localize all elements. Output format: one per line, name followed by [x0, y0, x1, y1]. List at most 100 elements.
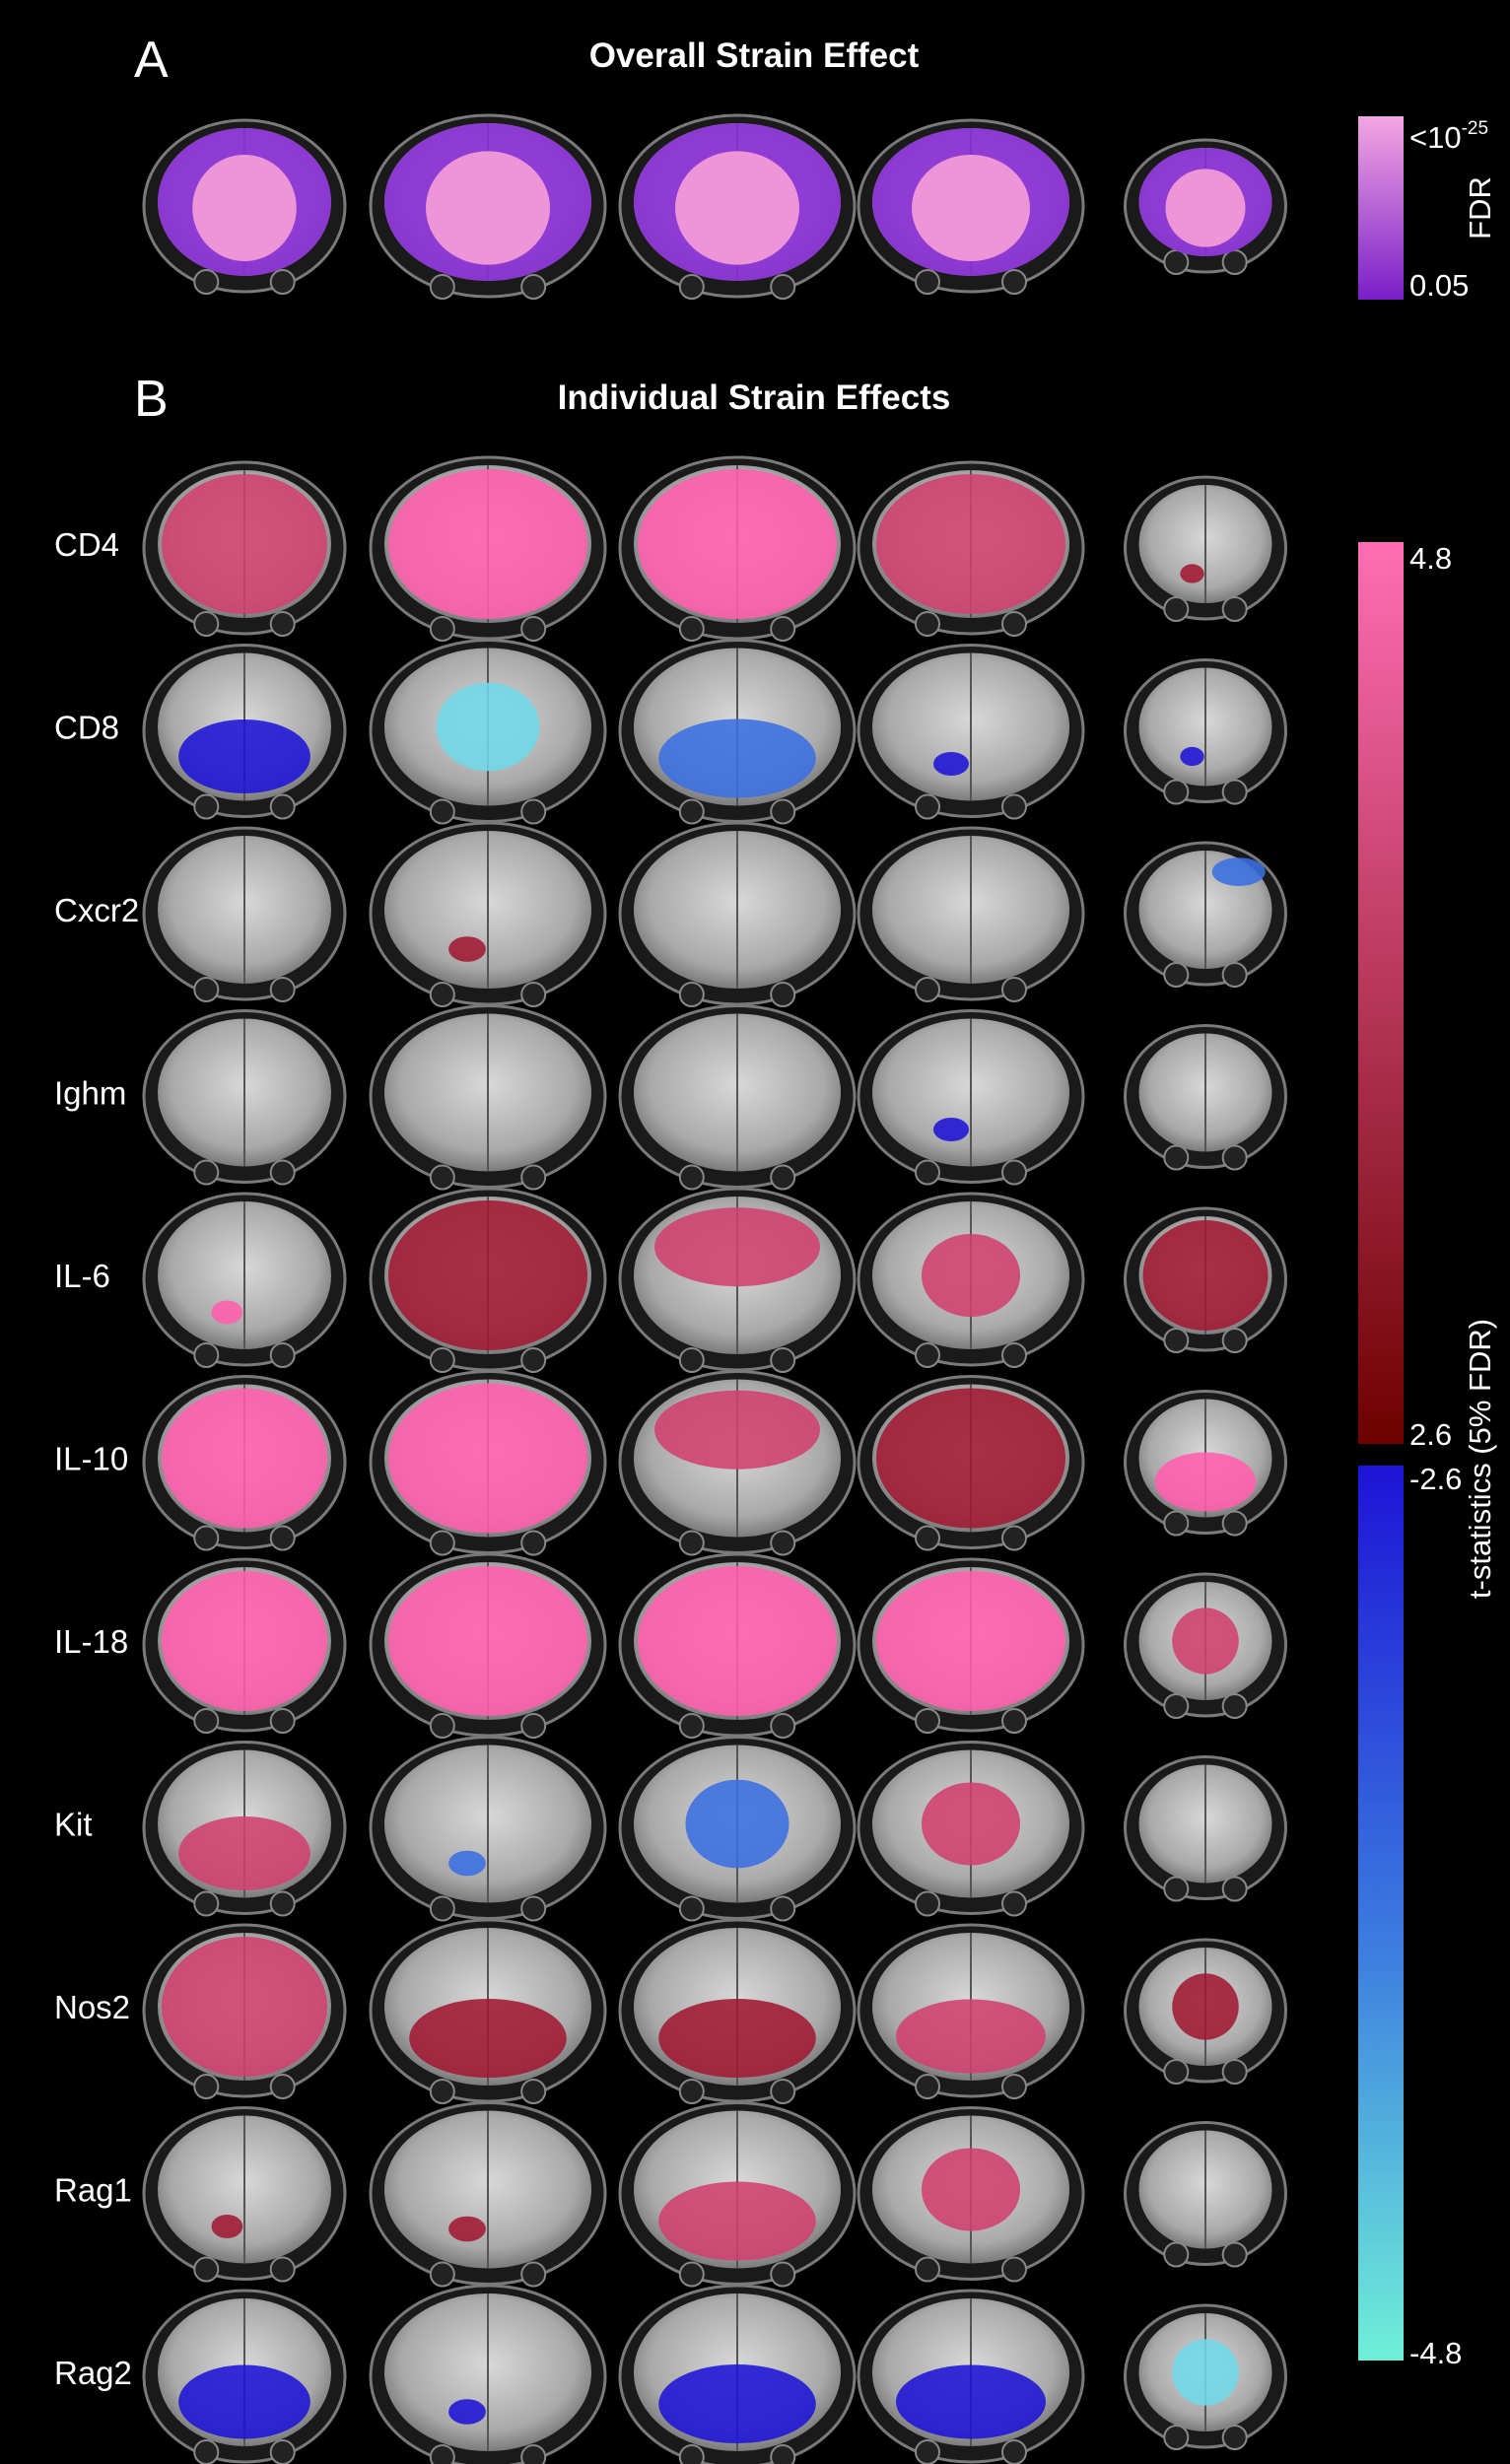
strain-brain-3	[618, 1187, 857, 1373]
strain-brain-3	[618, 821, 857, 1007]
strain-brain-2	[369, 639, 607, 825]
tstat-colorbar: 4.8 2.6 -2.6 -4.8 t-statistics (5% FDR)	[1358, 541, 1497, 2370]
effect-overlay	[178, 719, 310, 793]
lower-structure	[1221, 779, 1248, 805]
lower-structure	[678, 798, 705, 825]
strain-row: Ighm	[54, 1004, 1287, 1191]
strain-label: Ighm	[54, 1075, 126, 1112]
lower-structure	[915, 2439, 940, 2464]
effect-overlay	[436, 682, 540, 772]
lower-structure	[520, 1347, 547, 1373]
tstat-label-pos-top: 4.8	[1409, 541, 1452, 576]
effect-overlay	[896, 1999, 1046, 2074]
strain-brain-3	[618, 1736, 857, 1922]
effect-overlay	[178, 2364, 310, 2439]
strain-brain-4	[857, 826, 1085, 1002]
effect-overlay	[1172, 1608, 1239, 1675]
lower-structure	[770, 2444, 796, 2464]
strain-brain-5	[1124, 1024, 1287, 1171]
strain-brain-1	[142, 1009, 347, 1186]
strain-label: Kit	[54, 1807, 93, 1843]
effect-overlay	[922, 2148, 1020, 2231]
lower-structure	[193, 269, 220, 295]
lower-structure	[193, 2074, 220, 2099]
lower-structure	[429, 1895, 455, 1922]
lower-structure	[520, 2261, 547, 2288]
effect-overlay	[448, 2399, 486, 2425]
lower-structure	[269, 269, 296, 295]
lower-structure	[770, 982, 796, 1007]
effect-overlay	[1180, 564, 1204, 583]
fdr-overlay-core	[912, 155, 1030, 261]
lower-structure	[770, 616, 796, 642]
lower-structure	[269, 2074, 296, 2099]
panel-b-letter: B	[134, 371, 169, 428]
lower-structure	[1163, 2241, 1190, 2268]
lower-structure	[269, 611, 296, 637]
lower-structure	[770, 274, 796, 300]
lower-structure	[1001, 793, 1027, 820]
overall-brain-2	[369, 113, 607, 300]
lower-structure	[1221, 1510, 1248, 1537]
fdr-colorbar-bar	[1358, 116, 1404, 300]
lower-structure	[269, 1159, 296, 1186]
strain-brain-3	[618, 1370, 857, 1556]
lower-structure	[1163, 1328, 1190, 1353]
effect-overlay	[388, 469, 587, 619]
lower-structure	[193, 1342, 220, 1368]
effect-overlay	[162, 1571, 327, 1711]
tstat-label-neg-bottom: -4.8	[1409, 2336, 1462, 2370]
lower-structure	[1001, 1890, 1027, 1917]
lower-structure	[915, 611, 940, 637]
tstat-axis-label: t-statistics (5% FDR)	[1463, 1319, 1497, 1599]
lower-structure	[269, 1525, 296, 1551]
strain-row: IL-6	[54, 1187, 1287, 1373]
lower-structure	[269, 977, 296, 1002]
strain-label: Nos2	[54, 1989, 130, 2025]
strain-brain-5	[1124, 1755, 1287, 1902]
lower-structure	[1221, 2241, 1248, 2268]
effect-overlay	[658, 2181, 816, 2261]
lower-structure	[915, 2256, 940, 2283]
effect-overlay	[178, 1816, 310, 1890]
lower-structure	[269, 1342, 296, 1368]
lower-structure	[1001, 1525, 1027, 1551]
lower-structure	[678, 2079, 705, 2104]
lower-structure	[1001, 977, 1027, 1002]
overall-brain-row	[142, 113, 1287, 300]
strain-brain-2	[369, 1552, 607, 1739]
lower-structure	[269, 793, 296, 820]
strain-brain-4	[857, 2289, 1085, 2464]
strain-brain-4	[857, 644, 1085, 820]
strain-brain-1	[142, 460, 347, 637]
strain-brain-2	[369, 2101, 607, 2288]
lower-structure	[915, 1159, 940, 1186]
strain-brain-3	[618, 2101, 857, 2288]
effect-overlay	[211, 2215, 243, 2238]
tstat-colorbar-positive	[1358, 542, 1404, 1444]
lower-structure	[678, 1347, 705, 1373]
lower-structure	[1001, 1342, 1027, 1368]
effect-overlay	[211, 1300, 243, 1325]
fdr-colorbar: <10-25 0.05 FDR	[1358, 116, 1497, 303]
lower-structure	[193, 1159, 220, 1186]
strain-brain-4	[857, 1741, 1085, 1917]
effect-overlay	[876, 474, 1065, 614]
tstat-colorbar-negative	[1358, 1466, 1404, 2361]
lower-structure	[429, 2079, 455, 2104]
effect-overlay	[638, 1566, 837, 1716]
strain-brain-3	[618, 1552, 857, 1739]
strain-brain-4	[857, 460, 1085, 637]
overall-brain-5	[1124, 138, 1287, 275]
lower-structure	[678, 1530, 705, 1556]
fdr-overlay-core	[1165, 169, 1246, 247]
lower-structure	[770, 1895, 796, 1922]
lower-structure	[193, 977, 220, 1002]
strain-brain-3	[618, 1004, 857, 1191]
strain-row: Rag1	[54, 2101, 1287, 2288]
effect-overlay	[658, 1999, 816, 2078]
strain-brain-1	[142, 1375, 347, 1551]
lower-structure	[193, 793, 220, 820]
lower-structure	[678, 1713, 705, 1739]
